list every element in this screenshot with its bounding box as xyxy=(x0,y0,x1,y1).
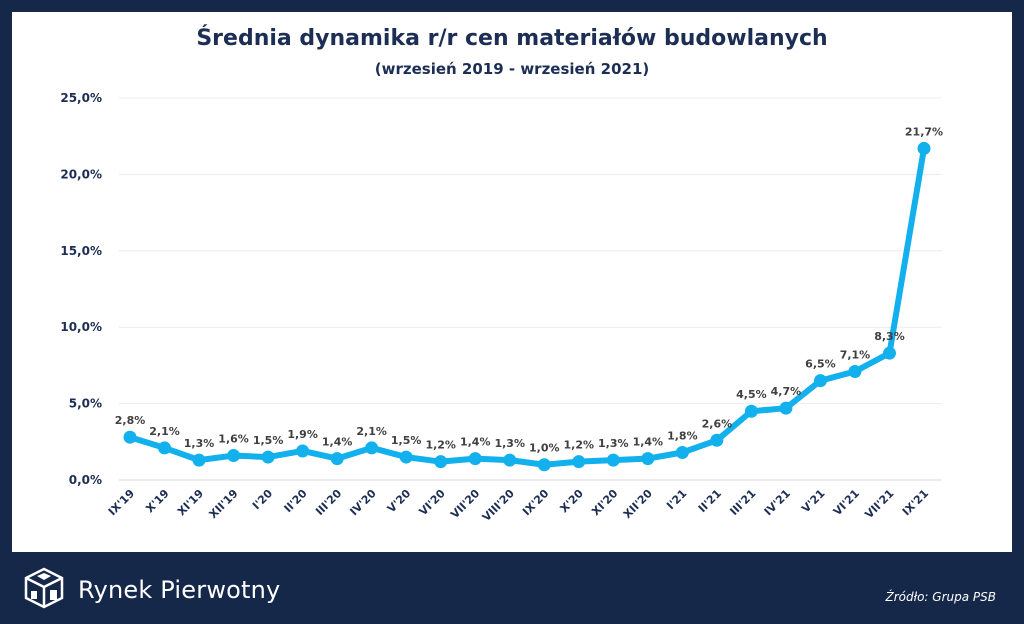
data-point xyxy=(123,430,137,444)
y-tick-label: 15,0% xyxy=(60,244,102,258)
data-label: 1,5% xyxy=(253,434,284,447)
x-tick-label: IX'19 xyxy=(106,487,137,518)
data-point xyxy=(296,444,310,458)
data-label: 1,3% xyxy=(184,437,215,450)
y-tick-label: 0,0% xyxy=(69,473,102,487)
data-label: 1,4% xyxy=(633,436,664,449)
data-label: 1,5% xyxy=(391,434,422,447)
x-tick-label: XII'19 xyxy=(207,487,241,521)
y-tick-label: 5,0% xyxy=(69,397,102,411)
data-point xyxy=(675,445,689,459)
chart-card: Średnia dynamika r/r cen materiałów budo… xyxy=(12,12,1012,552)
data-label: 4,7% xyxy=(771,385,802,398)
data-point xyxy=(813,374,827,388)
data-point xyxy=(848,365,862,379)
data-point xyxy=(192,453,206,467)
x-tick-label: XI'20 xyxy=(589,487,621,519)
data-point xyxy=(158,441,172,455)
data-label: 1,8% xyxy=(667,429,698,442)
data-point xyxy=(744,404,758,418)
data-label: 1,4% xyxy=(460,436,491,449)
x-tick-label: VI'20 xyxy=(417,487,449,519)
y-tick-label: 25,0% xyxy=(60,91,102,105)
data-label: 21,7% xyxy=(905,125,943,138)
data-point xyxy=(399,450,413,464)
data-label: 1,0% xyxy=(529,442,560,455)
x-tick-label: I'20 xyxy=(250,487,276,513)
x-tick-label: XI'19 xyxy=(175,487,206,518)
x-tick-label: VII'21 xyxy=(862,487,896,521)
data-label: 1,6% xyxy=(218,433,249,446)
x-tick-label: V'21 xyxy=(799,487,827,515)
data-point xyxy=(641,452,655,466)
data-point xyxy=(261,450,275,464)
data-point xyxy=(710,433,724,447)
footer-logo: Rynek Pierwotny xyxy=(22,566,280,614)
data-point xyxy=(917,141,931,155)
data-label: 1,4% xyxy=(322,436,353,449)
data-label: 1,3% xyxy=(598,437,629,450)
data-label: 4,5% xyxy=(736,388,767,401)
x-tick-label: IX'20 xyxy=(520,487,552,519)
x-tick-label: III'20 xyxy=(313,487,344,518)
data-point xyxy=(503,453,517,467)
data-point xyxy=(882,346,896,360)
x-tick-label: VIII'20 xyxy=(480,487,517,524)
data-point xyxy=(365,441,379,455)
chart-title: Średnia dynamika r/r cen materiałów budo… xyxy=(196,26,828,51)
x-tick-label: XII'20 xyxy=(621,487,655,521)
x-tick-label: IV'21 xyxy=(762,487,793,518)
data-label: 2,1% xyxy=(356,425,387,438)
x-tick-label: VII'20 xyxy=(448,487,482,521)
cube-house-logo-icon xyxy=(22,566,66,614)
x-tick-label: X'20 xyxy=(558,487,587,516)
x-tick-label: IX'21 xyxy=(900,487,931,518)
x-tick-label: IV'20 xyxy=(347,487,379,519)
x-tick-label: V'20 xyxy=(385,487,414,516)
data-point xyxy=(468,452,482,466)
series-line xyxy=(127,145,927,468)
data-point xyxy=(572,455,586,469)
x-tick-label: II'21 xyxy=(696,487,724,515)
source-note: Źródło: Grupa PSB xyxy=(885,590,996,604)
data-label: 2,6% xyxy=(702,417,733,430)
data-point xyxy=(330,452,344,466)
data-label: 1,2% xyxy=(564,439,595,452)
y-tick-label: 10,0% xyxy=(60,320,102,334)
data-point xyxy=(537,458,551,472)
data-label: 1,9% xyxy=(287,428,318,441)
line-chart: 0,0% 5,0% 10,0% 15,0% 20,0% 25,0% 2,8% IX'19 2,1… xyxy=(60,91,943,524)
data-label: 8,3% xyxy=(874,330,905,343)
data-label: 2,8% xyxy=(115,414,146,427)
data-point xyxy=(227,449,241,463)
data-point xyxy=(434,455,448,469)
data-point xyxy=(606,453,620,467)
data-label: 1,3% xyxy=(494,437,525,450)
x-tick-label: II'20 xyxy=(282,487,310,515)
x-tick-label: X'19 xyxy=(143,487,171,515)
brand-name: Rynek Pierwotny xyxy=(78,576,281,604)
data-label: 2,1% xyxy=(149,425,180,438)
data-label: 1,2% xyxy=(425,439,456,452)
x-tick-label: VI'21 xyxy=(831,487,862,518)
data-label: 6,5% xyxy=(805,358,836,371)
x-tick-label: III'21 xyxy=(727,487,758,518)
y-tick-label: 20,0% xyxy=(60,167,102,181)
chart-subtitle: (wrzesień 2019 - wrzesień 2021) xyxy=(374,60,650,78)
x-tick-label: I'21 xyxy=(664,487,689,512)
data-point xyxy=(779,401,793,415)
data-label: 7,1% xyxy=(840,349,871,362)
